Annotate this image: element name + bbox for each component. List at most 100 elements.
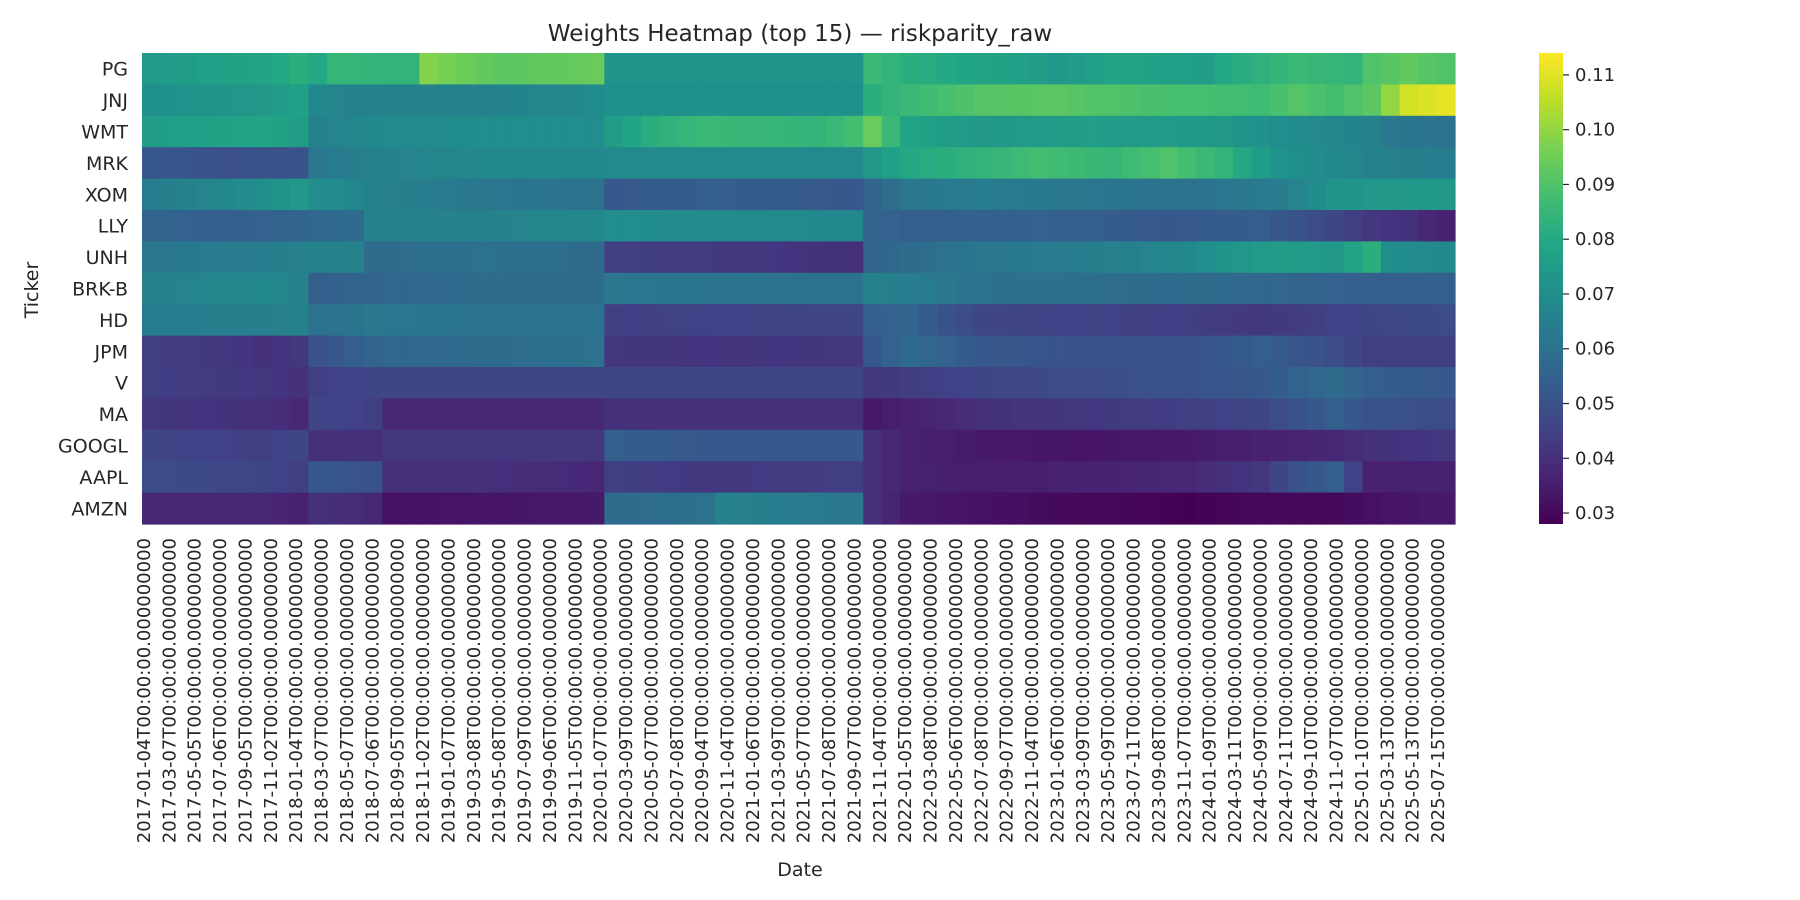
heatmap-cell <box>992 147 1012 180</box>
heatmap-cell <box>456 53 476 85</box>
heatmap-cell <box>493 241 513 274</box>
heatmap-cell <box>308 178 328 211</box>
heatmap-cell <box>493 53 513 85</box>
heatmap-cell <box>1362 304 1382 337</box>
heatmap-cell <box>659 335 679 368</box>
x-tick-label: 2024-11-07T00:00:00.000000000 <box>1327 538 1348 843</box>
heatmap-cell <box>622 178 642 211</box>
heatmap-cell <box>493 367 513 399</box>
heatmap-cell <box>1399 461 1419 494</box>
heatmap-cell <box>1214 84 1234 117</box>
heatmap-cell <box>992 398 1012 431</box>
heatmap-cell <box>826 272 846 305</box>
heatmap-cell <box>474 53 494 85</box>
heatmap-cell <box>733 84 753 117</box>
heatmap-cell <box>1381 178 1401 211</box>
heatmap-cell <box>1436 84 1456 117</box>
heatmap-cell <box>215 115 236 148</box>
heatmap-cell <box>1233 335 1253 368</box>
heatmap-cell <box>474 147 494 180</box>
heatmap-cell <box>992 367 1012 399</box>
heatmap-cell <box>1140 178 1160 211</box>
heatmap-cell <box>678 429 698 462</box>
heatmap-cell <box>160 335 180 368</box>
heatmap-cell <box>1177 241 1197 274</box>
heatmap-cell <box>918 272 938 305</box>
heatmap-cell <box>622 53 642 85</box>
heatmap-cell <box>1399 304 1419 337</box>
heatmap-cell <box>992 241 1012 274</box>
heatmap-cell <box>215 147 236 180</box>
heatmap-cell <box>789 178 809 211</box>
heatmap-cell <box>1140 429 1160 462</box>
heatmap-cell <box>1048 304 1068 337</box>
heatmap-cell <box>1399 147 1419 180</box>
heatmap-cell <box>1307 429 1327 462</box>
heatmap-cell <box>641 147 661 180</box>
heatmap-cell <box>1085 178 1105 211</box>
heatmap-cell <box>1159 461 1179 494</box>
heatmap-cell <box>160 84 180 117</box>
heatmap-cell <box>622 115 642 148</box>
heatmap-cell <box>715 147 735 180</box>
heatmap-cell <box>900 53 920 85</box>
heatmap-cell <box>1066 84 1086 117</box>
heatmap-cell <box>1159 335 1179 368</box>
heatmap-cell <box>807 335 827 368</box>
heatmap-cell <box>400 398 420 431</box>
heatmap-cell <box>881 115 901 148</box>
heatmap-cell <box>715 398 735 431</box>
heatmap-cell <box>974 210 994 242</box>
colorbar-ticks: 0.03 0.04 0.05 0.06 0.07 0.08 0.09 0.10 0.11 <box>1563 65 1615 524</box>
heatmap-cell <box>1362 147 1382 180</box>
heatmap-cell <box>900 429 920 462</box>
heatmap-cell <box>271 398 291 431</box>
heatmap-cell <box>530 147 550 180</box>
heatmap-cell <box>363 367 384 399</box>
heatmap-cell <box>715 210 735 242</box>
x-tick-labels: 2017-01-04T00:00:00.000000000 2017-03-07T… <box>134 538 1449 843</box>
heatmap-cell <box>696 367 716 399</box>
heatmap-cell <box>252 304 273 337</box>
heatmap-cell <box>1029 429 1049 462</box>
heatmap-cell <box>345 210 365 242</box>
heatmap-cell <box>437 84 457 117</box>
heatmap-cell <box>937 367 957 399</box>
heatmap-cell <box>752 304 772 337</box>
heatmap-cell <box>826 178 846 211</box>
heatmap-cell <box>1325 241 1345 274</box>
heatmap-cell <box>1251 53 1271 85</box>
heatmap-cell <box>1307 335 1327 368</box>
heatmap-cell <box>382 147 402 180</box>
heatmap-cell <box>160 115 180 148</box>
heatmap-cell <box>474 367 494 399</box>
heatmap-cell <box>770 398 790 431</box>
heatmap-cell <box>1029 304 1049 337</box>
heatmap-cell <box>197 461 217 494</box>
heatmap-cell <box>1029 335 1049 368</box>
heatmap-cell <box>308 84 328 117</box>
heatmap-cell <box>1196 241 1216 274</box>
heatmap-cell <box>826 335 846 368</box>
heatmap-cell <box>937 429 957 462</box>
x-tick-label: 2017-11-02T00:00:00.000000000 <box>261 538 282 843</box>
heatmap-cell <box>456 304 476 337</box>
heatmap-cell <box>1436 398 1456 431</box>
heatmap-cell <box>1288 398 1308 431</box>
heatmap-cell <box>160 53 180 85</box>
heatmap-cell <box>474 492 494 525</box>
heatmap-cell <box>622 241 642 274</box>
heatmap-cell <box>641 304 661 337</box>
heatmap-cell <box>955 53 975 85</box>
heatmap-cell <box>1085 367 1105 399</box>
y-tick-label: MRK <box>86 153 129 175</box>
heatmap-cell <box>1140 461 1160 494</box>
heatmap-cell <box>1381 53 1401 85</box>
heatmap-cell <box>1399 367 1419 399</box>
x-tick-label: 2018-01-04T00:00:00.000000000 <box>286 538 307 843</box>
heatmap-cell <box>807 241 827 274</box>
heatmap-cell <box>530 210 550 242</box>
x-tick-label: 2017-07-06T00:00:00.000000000 <box>210 538 231 843</box>
heatmap-cell <box>807 53 827 85</box>
heatmap-cell <box>1011 367 1031 399</box>
